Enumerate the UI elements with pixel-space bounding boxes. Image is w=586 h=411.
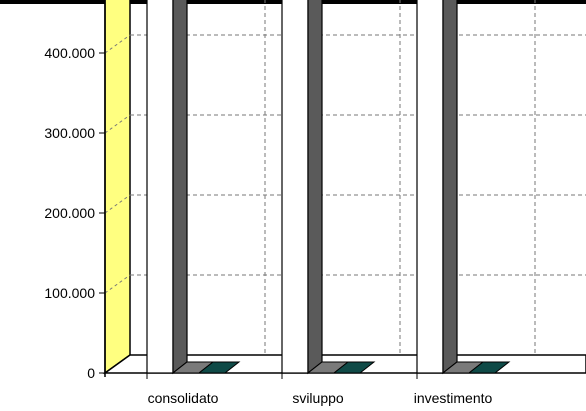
bar-top — [467, 361, 511, 374]
side-wall — [104, 0, 131, 375]
bar-side — [172, 0, 188, 375]
x-axis-categories: consolidato sviluppo investimento — [146, 373, 493, 406]
bar-side — [307, 0, 323, 375]
gridline-side — [104, 114, 131, 134]
y-tick-label: 0 — [87, 365, 95, 381]
y-axis-ticks: 0100.000200.000300.000400.000500.000600.… — [44, 45, 105, 381]
y-tick-label: 200.000 — [44, 205, 95, 221]
gridline-side — [104, 274, 131, 294]
gridline-side — [104, 194, 131, 214]
bar — [416, 0, 444, 374]
bar-top — [197, 361, 241, 374]
y-tick-label: 400.000 — [44, 45, 95, 61]
x-category-label: consolidato — [148, 390, 219, 406]
x-category-label: sviluppo — [292, 390, 344, 406]
chart-grid — [104, 0, 586, 355]
chart-bars — [146, 0, 511, 375]
bar-side — [442, 0, 458, 375]
bar — [281, 0, 309, 374]
x-category-label: investimento — [414, 390, 493, 406]
y-tick-label: 300.000 — [44, 125, 95, 141]
y-tick-label: 100.000 — [44, 285, 95, 301]
gridline-side — [104, 34, 131, 54]
bar-top — [332, 361, 376, 374]
bar — [146, 0, 174, 374]
